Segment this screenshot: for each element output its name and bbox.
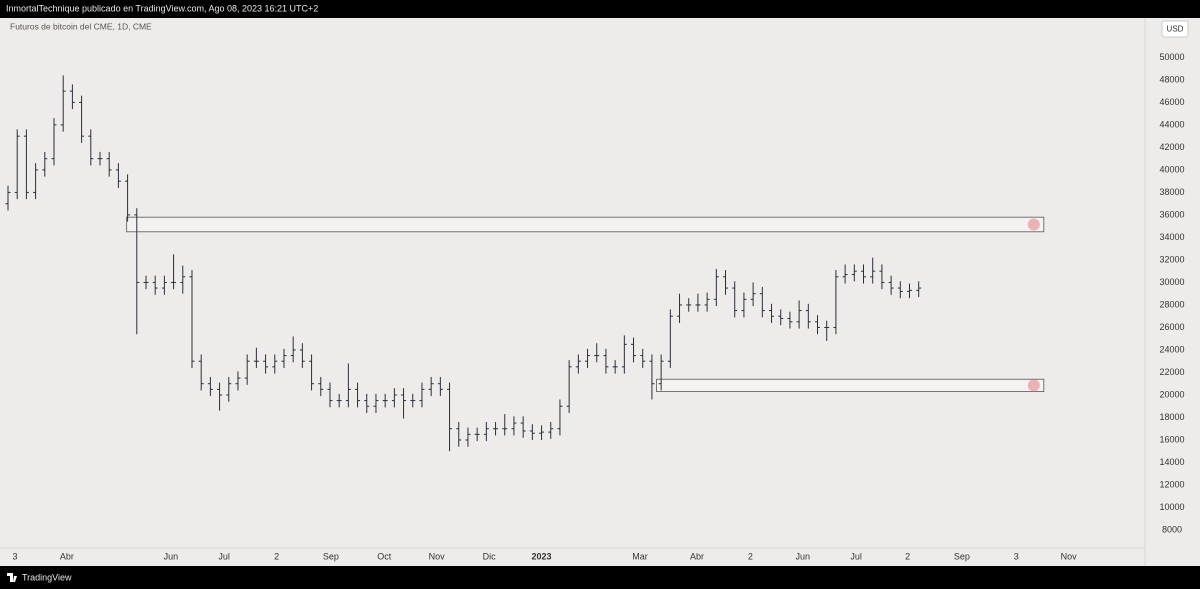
y-tick-label: 24000 (1159, 344, 1184, 354)
x-tick-label: Dic (483, 551, 496, 561)
plot: 8000 10000 12000 14000 16000 18000 20000 22000 2… (5, 52, 1185, 561)
zone (656, 378, 1045, 392)
y-tick-label: 44000 (1159, 119, 1184, 129)
y-tick-label: 18000 (1159, 412, 1184, 422)
footer-brand: TradingView (22, 572, 72, 582)
y-tick-label: 26000 (1159, 322, 1184, 332)
y-tick-label: 48000 (1159, 74, 1184, 84)
zone-marker (1027, 218, 1040, 231)
y-tick-label: 20000 (1159, 389, 1184, 399)
zone-marker (1027, 379, 1040, 392)
y-tick-label: 8000 (1162, 524, 1182, 534)
zone (126, 216, 1045, 233)
x-tick-label: Sep (323, 551, 339, 561)
x-tick-label: Mar (632, 551, 648, 561)
footer-bar (0, 566, 1200, 589)
y-tick-label: 34000 (1159, 232, 1184, 242)
x-tick-label: Abr (60, 551, 74, 561)
x-tick-label: Sep (954, 551, 970, 561)
y-tick-label: 46000 (1159, 97, 1184, 107)
chart-area (0, 18, 1200, 566)
x-tick-label: 2 (274, 551, 279, 561)
legend: Futuros de bitcoin del CME, 1D, CME (10, 21, 152, 31)
x-tick-label: 2 (748, 551, 753, 561)
x-tick-label: Jun (164, 551, 179, 561)
y-tick-label: 10000 (1159, 502, 1184, 512)
x-tick-label: Nov (1061, 551, 1078, 561)
currency: USD (1167, 25, 1184, 34)
x-tick-label: Jun (796, 551, 811, 561)
x-tick-label: Oct (377, 551, 392, 561)
logo (7, 573, 17, 582)
y-tick-label: 38000 (1159, 187, 1184, 197)
top-bar (0, 0, 1200, 18)
x-tick-label: 3 (12, 551, 17, 561)
y-tick-label: 22000 (1159, 367, 1184, 377)
x-tick-label: 2 (905, 551, 910, 561)
y-tick-label: 16000 (1159, 434, 1184, 444)
y-tick-label: 12000 (1159, 479, 1184, 489)
currency-box (1161, 20, 1189, 38)
y-tick-label: 28000 (1159, 299, 1184, 309)
y-tick-label: 36000 (1159, 209, 1184, 219)
y-tick-label: 32000 (1159, 254, 1184, 264)
x-tick-label: Jul (218, 551, 230, 561)
publish-info: InmortalTechnique publicado en TradingVi… (6, 3, 318, 13)
x-tick-label: Nov (429, 551, 446, 561)
y-tick-label: 50000 (1159, 52, 1184, 62)
x-tick-label: 2023 (532, 551, 552, 561)
x-tick-label: Jul (850, 551, 862, 561)
y-tick-label: 42000 (1159, 142, 1184, 152)
y-tick-label: 30000 (1159, 277, 1184, 287)
y-tick-label: 14000 (1159, 457, 1184, 467)
x-tick-label: 3 (1014, 551, 1019, 561)
x-tick-label: Abr (690, 551, 704, 561)
y-tick-label: 40000 (1159, 164, 1184, 174)
